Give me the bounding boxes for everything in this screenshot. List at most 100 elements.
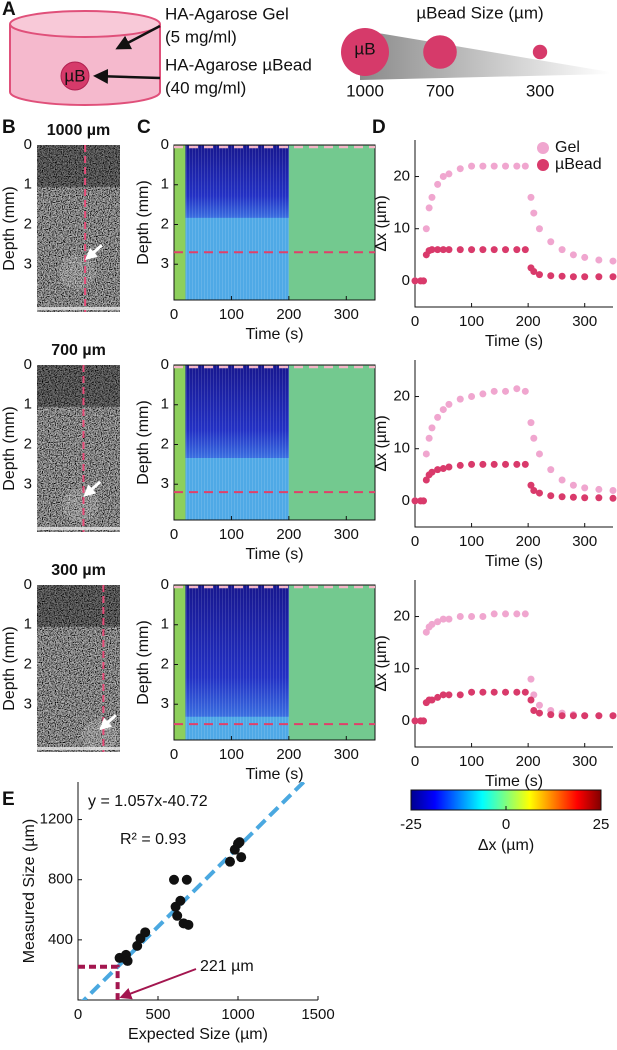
y-tick-label: 0: [161, 136, 169, 153]
image-title: 700 µm: [51, 342, 106, 359]
y-tick-label: 0: [161, 356, 169, 373]
data-point: [530, 691, 538, 699]
data-point: [479, 688, 487, 696]
y-tick-label: 10: [393, 660, 410, 677]
x-axis-label: Time (s): [245, 326, 303, 343]
data-point: [502, 688, 510, 696]
data-point: [468, 460, 476, 468]
x-tick-label: 0: [411, 533, 419, 550]
data-point: [468, 393, 476, 401]
colorbar-label: Δx (µm): [478, 837, 534, 854]
y-axis-label: Depth (mm): [135, 180, 152, 264]
data-point: [609, 257, 617, 265]
data-point: [530, 209, 538, 217]
x-tick-label: 100: [219, 526, 244, 543]
data-point: [425, 204, 433, 212]
data-point: [428, 246, 436, 254]
y-tick-label: 2: [161, 655, 169, 672]
x-tick-label: 1000: [221, 1006, 254, 1023]
y-tick-label: 0: [24, 576, 32, 593]
data-point: [513, 610, 521, 618]
y-tick-label: 10: [393, 440, 410, 457]
data-point: [479, 390, 487, 398]
x-tick-label: 200: [516, 313, 541, 330]
y-axis-label: Depth (mm): [1, 406, 18, 490]
legend-marker: [537, 142, 549, 154]
data-point: [569, 493, 577, 501]
data-point: [172, 910, 183, 921]
data-point: [468, 688, 476, 696]
data-point: [234, 837, 245, 848]
x-tick-label: 0: [411, 753, 419, 770]
y-tick-label: 1: [24, 176, 32, 193]
plot-frame: [173, 144, 376, 301]
y-axis-label: Measured Size (µm): [21, 819, 38, 963]
x-tick-label: 100: [459, 753, 484, 770]
data-point: [428, 468, 436, 476]
data-point: [527, 193, 535, 201]
data-point: [490, 162, 498, 170]
data-point: [502, 162, 510, 170]
panel-label: C: [137, 117, 151, 138]
data-point: [595, 485, 603, 493]
data-point: [479, 613, 487, 621]
panel-label: D: [372, 117, 386, 138]
x-tick-label: 200: [516, 533, 541, 550]
image-title: 1000 µm: [47, 122, 110, 139]
y-tick-label: 0: [402, 712, 410, 729]
data-point: [434, 693, 442, 701]
size-circle: [532, 44, 548, 60]
x-tick-label: 500: [145, 1006, 170, 1023]
data-point: [140, 927, 151, 938]
y-tick-label: 20: [393, 388, 410, 405]
x-tick-label: 1500: [301, 1006, 334, 1023]
data-point: [434, 246, 442, 254]
data-point: [411, 497, 419, 505]
gel-label: HA-Agarose Gel: [165, 4, 289, 23]
y-axis-label: Δx (µm): [373, 195, 390, 251]
gel-conc: (5 mg/ml): [165, 27, 237, 46]
size-title: µBead Size (µm): [416, 3, 543, 22]
data-point: [569, 251, 577, 259]
size-label: 1000: [346, 81, 384, 100]
data-point: [558, 272, 566, 280]
y-tick-label: 800: [48, 871, 73, 888]
data-point: [456, 165, 464, 173]
size-circle: [341, 28, 389, 76]
image-floor: [37, 307, 120, 310]
data-point: [132, 940, 143, 951]
image-shade: [37, 365, 120, 407]
y-tick-label: 1: [161, 176, 169, 193]
data-point: [513, 246, 521, 254]
y-tick-label: 1: [24, 396, 32, 413]
data-point: [468, 162, 476, 170]
legend-marker: [537, 159, 549, 171]
data-point: [513, 460, 521, 468]
y-tick-label: 3: [24, 695, 32, 712]
size-label: 700: [426, 81, 454, 100]
data-point: [439, 406, 447, 414]
image-shade: [37, 145, 120, 187]
data-point: [547, 711, 555, 719]
data-point: [535, 709, 543, 717]
y-tick-label: 0: [24, 136, 32, 153]
y-axis-label: Δx (µm): [373, 415, 390, 471]
data-point: [569, 273, 577, 281]
y-tick-label: 0: [402, 492, 410, 509]
plot-frame: [173, 584, 376, 741]
x-tick-label: 200: [516, 753, 541, 770]
data-point: [468, 613, 476, 621]
y-tick-label: 3: [161, 255, 169, 272]
data-point: [595, 712, 603, 720]
data-point: [547, 272, 555, 280]
data-point: [445, 170, 453, 178]
y-tick-label: 10: [393, 220, 410, 237]
data-point: [535, 450, 543, 458]
data-point: [521, 387, 529, 395]
data-point: [169, 874, 179, 885]
data-point: [439, 465, 447, 473]
data-point: [502, 610, 510, 618]
x-axis-label: Time (s): [485, 333, 543, 350]
data-point: [558, 493, 566, 501]
